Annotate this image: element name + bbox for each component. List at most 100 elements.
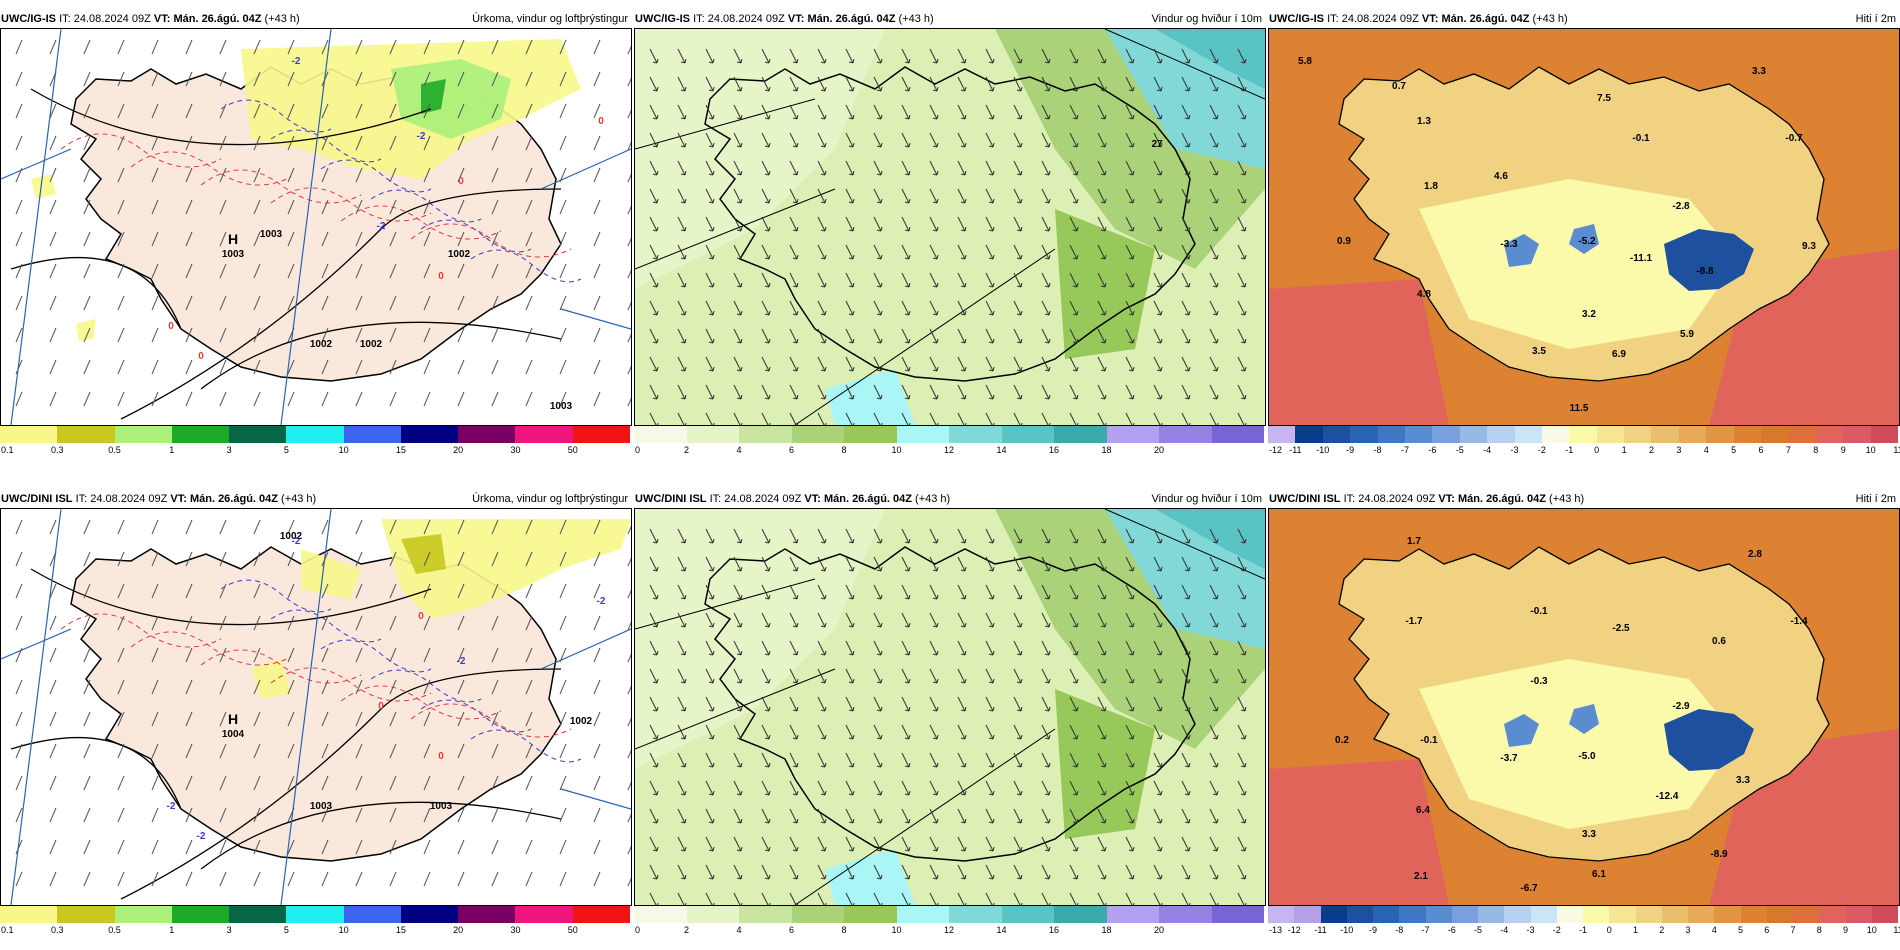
wind-arrow <box>901 300 911 316</box>
wind-barb <box>15 199 23 215</box>
wind-barb <box>457 551 465 567</box>
wind-arrow <box>677 696 687 712</box>
wind-arrow <box>1237 328 1247 344</box>
colorbar-tick-label: -5 <box>1455 445 1464 455</box>
wind-barb <box>49 71 57 87</box>
lead-time: (+43 h) <box>281 493 317 505</box>
wind-barb <box>355 711 363 727</box>
wind-arrow <box>1153 188 1163 204</box>
map-canvas[interactable]: 27 <box>634 28 1266 426</box>
init-time-value: 24.08.2024 09Z <box>1358 493 1436 505</box>
wind-barb <box>287 807 295 823</box>
wind-arrow <box>789 76 799 92</box>
wind-arrow <box>1041 556 1051 572</box>
wind-barb <box>593 391 601 407</box>
colorbar-tick-label: 8 <box>841 445 847 455</box>
wind-barb <box>15 583 23 599</box>
wind-barb <box>593 263 601 279</box>
wind-arrow <box>873 328 883 344</box>
wind-arrow <box>649 668 659 684</box>
wind-barb <box>389 327 397 343</box>
wind-arrow <box>1125 528 1135 544</box>
model-name: UWC/IG-IS <box>635 13 690 25</box>
wind-barb <box>253 679 261 695</box>
colorbar-swatch <box>949 906 1002 923</box>
colorbar-swatch <box>1350 426 1378 443</box>
wind-arrow <box>1013 188 1023 204</box>
precip-area <box>31 174 56 199</box>
wind-arrow <box>1153 160 1163 176</box>
map-value-label: 0 <box>438 751 444 762</box>
colorbar-tick-label: 3 <box>1676 445 1682 455</box>
colorbar: -13 -12 -11 -10 -9 -8 -7 -6 -5 -4 -3 -2 -1 0 1 2 3 4 5 6 7 8 9… <box>1268 906 1900 938</box>
map-canvas[interactable] <box>634 508 1266 906</box>
precip-area <box>301 549 361 599</box>
colorbar-swatch <box>686 906 739 923</box>
wind-arrow <box>1041 356 1051 372</box>
wind-arrow <box>733 356 743 372</box>
wind-barb <box>559 551 567 567</box>
wind-barb <box>117 583 125 599</box>
wind-barb <box>355 839 363 855</box>
wind-barb <box>389 71 397 87</box>
colorbar-swatch <box>1346 906 1373 923</box>
wind-barb <box>457 775 465 791</box>
wind-arrow <box>957 216 967 232</box>
wind-arrow <box>1181 104 1191 120</box>
wind-arrow <box>985 836 995 852</box>
wind-barb <box>355 807 363 823</box>
panel-title: Vindur og hviður í 10m <box>1151 13 1262 25</box>
map-canvas[interactable]: 5.8 0.7 1.3 7.5 3.3 -0.1 -0.7 1.8 4.6 -2.8 0.9 -3.3… <box>1268 28 1900 426</box>
map-value-label: -2.5 <box>1612 623 1630 634</box>
wind-barb <box>525 327 533 343</box>
wind-arrow <box>1181 640 1191 656</box>
wind-arrow <box>705 892 715 905</box>
colorbar-swatch <box>1583 906 1610 923</box>
wind-barb <box>593 583 601 599</box>
valid-time-value: Mán. 26.ágú. 04Z <box>807 13 896 25</box>
wind-barb <box>525 615 533 631</box>
map-canvas[interactable]: H 1004 1002 1002 1003 1003 -2 -2 -2 0 0 0 -2 -2 <box>0 508 632 906</box>
wind-arrow <box>1097 328 1107 344</box>
temperature-contour <box>410 223 572 258</box>
colorbar-tick-label: 16 <box>1048 925 1060 935</box>
wind-barb <box>389 775 397 791</box>
wind-arrow <box>705 752 715 768</box>
wind-barb <box>253 871 261 887</box>
wind-arrow <box>677 612 687 628</box>
map-canvas[interactable]: 1.7 2.8 -1.7 -0.1 -2.5 0.6 -1.4 -0.3 -2.9 0.2 -0.1… <box>1268 508 1900 906</box>
map-value-label: 2.8 <box>1748 549 1762 560</box>
wind-arrow <box>1181 244 1191 260</box>
wind-arrow <box>1097 160 1107 176</box>
wind-barb <box>593 551 601 567</box>
wind-arrow <box>761 668 771 684</box>
colorbar-tick-label: 50 <box>567 445 578 455</box>
wind-arrow <box>733 272 743 288</box>
colorbar-tick-label: 30 <box>510 925 521 935</box>
wind-barb <box>253 615 261 631</box>
wind-arrow <box>957 188 967 204</box>
colorbar-swatch <box>286 426 344 443</box>
colorbar-tick-label: 8 <box>1816 925 1822 935</box>
wind-arrow <box>929 584 939 600</box>
map-canvas[interactable]: H 1003 1002 1003 1002 1002 1003 -2 0 0 0 -2 -2 0 0 <box>0 28 632 426</box>
wind-arrow <box>677 668 687 684</box>
freezing-contour <box>370 189 482 223</box>
wind-barb <box>627 877 631 887</box>
wind-barb <box>117 871 125 887</box>
wind-barb <box>355 231 363 247</box>
wind-arrow <box>873 780 883 796</box>
isobar <box>200 801 562 870</box>
wind-barb <box>49 39 57 55</box>
map-value-label: -2 <box>417 131 426 142</box>
wind-barb <box>15 743 23 759</box>
wind-arrow <box>1069 752 1079 768</box>
wind-arrow <box>985 668 995 684</box>
forecast-panel-p4: UWC/DINI ISL IT: 24.08.2024 09Z VT: Mán.… <box>0 490 632 938</box>
wind-arrow <box>1013 356 1023 372</box>
map-value-label: 3.3 <box>1736 775 1750 786</box>
colorbar-swatch <box>949 426 1002 443</box>
wind-barb <box>355 135 363 151</box>
init-time-value: 24.08.2024 09Z <box>1341 13 1419 25</box>
colorbar-swatch <box>1322 426 1351 443</box>
